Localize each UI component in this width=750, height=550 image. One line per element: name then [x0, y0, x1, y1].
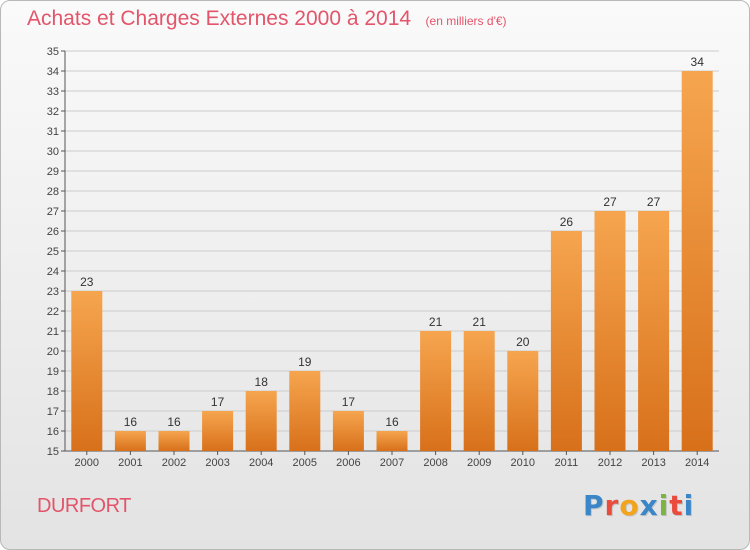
data-label-2003: 17: [211, 395, 225, 409]
logo-letter: t: [669, 489, 684, 522]
logo-letter: P: [583, 489, 605, 522]
data-label-2004: 18: [255, 375, 269, 389]
y-tick-label: 23: [47, 286, 59, 298]
y-tick-label: 33: [47, 86, 59, 98]
y-tick-label: 34: [47, 66, 59, 78]
x-tick-label: 2005: [293, 457, 317, 469]
logo-letter: r: [604, 489, 620, 522]
bars: [71, 71, 713, 451]
bar-2011: [550, 231, 582, 451]
y-tick-label: 28: [47, 186, 59, 198]
y-tick-label: 29: [47, 166, 59, 178]
bar-2009: [463, 331, 495, 451]
x-tick-label: 2001: [118, 457, 142, 469]
data-label-2007: 16: [385, 415, 399, 429]
bar-2010: [507, 351, 539, 451]
y-tick-label: 26: [47, 226, 59, 238]
data-label-2010: 20: [516, 335, 530, 349]
logo-letter: x: [639, 489, 659, 522]
y-tick-label: 32: [47, 106, 59, 118]
data-label-2002: 16: [167, 415, 181, 429]
y-tick-label: 31: [47, 126, 59, 138]
y-tick-label: 20: [47, 346, 59, 358]
data-label-2008: 21: [429, 315, 443, 329]
x-tick-label: 2002: [162, 457, 186, 469]
y-tick-label: 35: [47, 46, 59, 58]
bar-2005: [289, 371, 321, 451]
logo-letter: i: [683, 489, 695, 522]
y-tick-label: 30: [47, 146, 59, 158]
chart-unit: (en milliers d'€): [425, 14, 507, 28]
x-tick-label: 2006: [336, 457, 360, 469]
proxiti-logo: Proxiti: [583, 489, 694, 522]
title-row: Achats et Charges Externes 2000 à 2014 (…: [27, 7, 507, 31]
bar-2001: [114, 431, 146, 451]
x-tick-label: 2009: [467, 457, 491, 469]
x-tick-label: 2011: [555, 457, 579, 469]
bar-2003: [202, 411, 234, 451]
x-tick-label: 2012: [598, 457, 622, 469]
x-tick-label: 2000: [75, 457, 99, 469]
data-label-2001: 16: [124, 415, 138, 429]
x-tick-label: 2010: [511, 457, 535, 469]
y-tick-label: 25: [47, 246, 59, 258]
data-label-2005: 19: [298, 355, 312, 369]
x-tick-label: 2003: [205, 457, 229, 469]
logo-letter: i: [658, 489, 670, 522]
y-tick-label: 21: [47, 326, 59, 338]
chart-title: Achats et Charges Externes 2000 à 2014: [27, 7, 412, 30]
data-label-2012: 27: [603, 195, 617, 209]
y-tick-label: 22: [47, 306, 59, 318]
data-label-2011: 26: [560, 215, 574, 229]
commune-name: DURFORT: [37, 495, 131, 517]
y-tick-label: 16: [47, 426, 59, 438]
data-label-2009: 21: [473, 315, 487, 329]
bar-2014: [681, 71, 713, 451]
y-tick-label: 24: [47, 266, 59, 278]
y-tick-label: 17: [47, 406, 59, 418]
bar-2000: [71, 291, 103, 451]
bar-2007: [376, 431, 408, 451]
x-tick-label: 2007: [380, 457, 404, 469]
x-tick-label: 2008: [423, 457, 447, 469]
bar-2013: [638, 211, 670, 451]
bar-2012: [594, 211, 626, 451]
y-tick-label: 18: [47, 386, 59, 398]
x-tick-label: 2004: [249, 457, 273, 469]
bar-2006: [332, 411, 364, 451]
bar-2002: [158, 431, 190, 451]
data-labels: 23 16 16 17 18 19 17 16 21 21 20 26 27 27 34: [80, 55, 704, 429]
data-label-2006: 17: [342, 395, 356, 409]
data-label-2014: 34: [691, 55, 705, 69]
x-tick-label: 2013: [641, 457, 665, 469]
bar-2004: [245, 391, 277, 451]
y-tick-label: 15: [47, 446, 59, 458]
data-label-2013: 27: [647, 195, 661, 209]
x-tick-label: 2014: [685, 457, 709, 469]
logo-letter: o: [619, 489, 640, 522]
axes: 15 16 17 18 19 20 21 22 23 24 25 26 27 28 29 30 31 32 33 34…: [47, 46, 719, 469]
data-label-2000: 23: [80, 275, 94, 289]
bar-2008: [420, 331, 452, 451]
y-tick-label: 27: [47, 206, 59, 218]
y-tick-label: 19: [47, 366, 59, 378]
